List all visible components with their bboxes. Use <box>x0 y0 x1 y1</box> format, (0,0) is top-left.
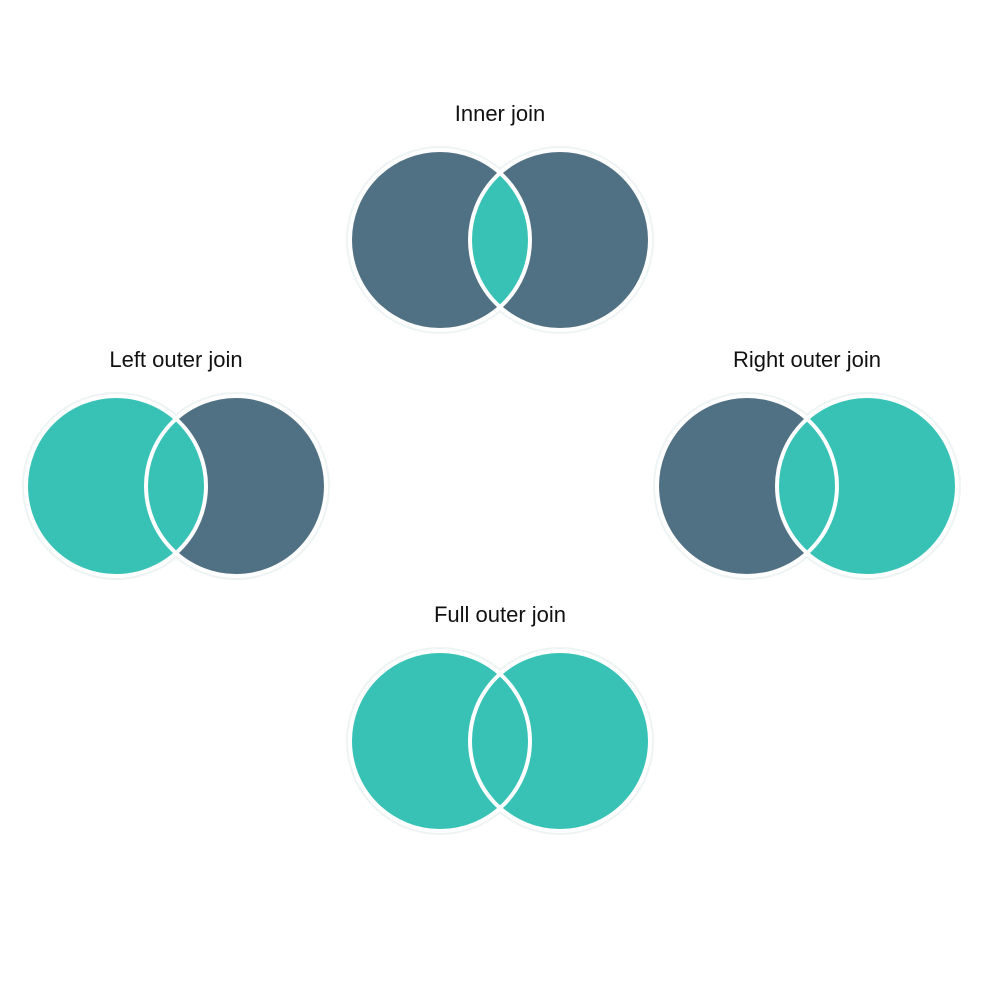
right-outer-join-venn <box>653 392 961 580</box>
full-join-right-outline <box>468 649 652 833</box>
full-outer-join-title: Full outer join <box>433 602 567 627</box>
inner-join-title: Inner join <box>454 101 546 126</box>
full-join-left-outline <box>348 649 532 833</box>
left-join-intersection <box>145 418 207 554</box>
left-outer-join-venn <box>22 392 330 580</box>
left-join-left-outline <box>24 394 208 578</box>
right-outer-join-title: Right outer join <box>733 347 881 372</box>
right-join-left-outline <box>655 394 839 578</box>
left-outer-join-diagram: Left outer join <box>16 346 336 596</box>
inner-join-venn <box>346 146 654 334</box>
full-outer-join-venn <box>346 647 654 835</box>
left-outer-join-title: Left outer join <box>109 347 243 372</box>
left-join-right-outline <box>144 394 328 578</box>
inner-join-intersection <box>470 172 530 308</box>
right-join-right-outline <box>775 394 959 578</box>
right-outer-join-diagram: Right outer join <box>647 346 967 596</box>
full-outer-join-diagram: Full outer join <box>340 601 660 851</box>
right-join-intersection <box>777 418 837 554</box>
inner-join-left-outline <box>348 148 532 332</box>
full-join-intersection <box>470 673 530 809</box>
inner-join-right-outline <box>468 148 652 332</box>
inner-join-diagram: Inner join <box>340 100 660 350</box>
